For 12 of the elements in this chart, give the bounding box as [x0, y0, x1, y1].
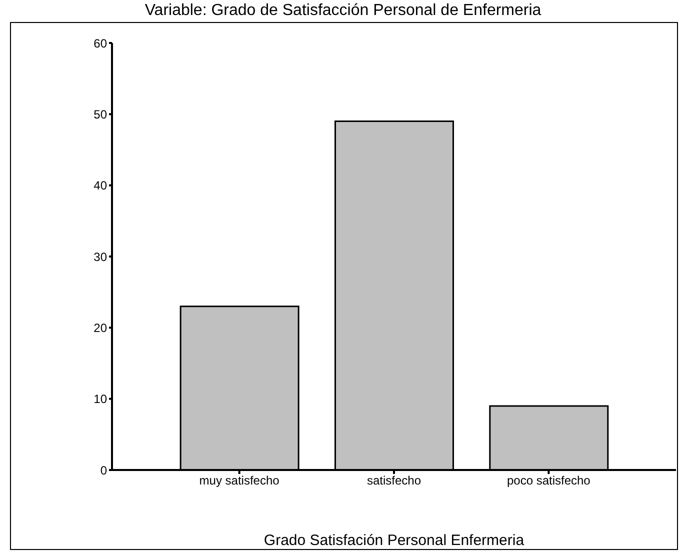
x-tick-label: satisfecho [366, 474, 422, 488]
x-tick-label: poco satisfecho [506, 474, 591, 488]
y-tick-label: 30 [94, 250, 108, 264]
y-tick-label: 10 [94, 392, 108, 406]
chart-title: Variable: Grado de Satisfacción Personal de Enfermeria [144, 1, 542, 20]
y-tick-label: 40 [94, 178, 108, 193]
y-tick-label: 20 [94, 320, 108, 335]
y-tick-label: 0 [100, 463, 108, 478]
y-tick-label: 60 [94, 36, 108, 50]
x-axis-title: Grado Satisfación Personal Enfermeria [264, 532, 525, 549]
y-tick-label: 50 [94, 107, 108, 122]
x-tick-label: muy satisfecho [199, 474, 280, 488]
